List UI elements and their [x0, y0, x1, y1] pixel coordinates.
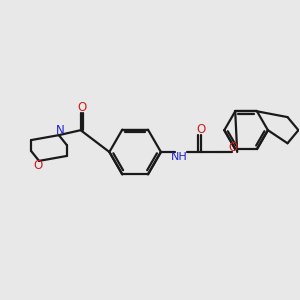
Text: O: O	[229, 140, 238, 154]
Text: NH: NH	[171, 152, 188, 162]
Text: O: O	[33, 159, 43, 172]
Text: O: O	[77, 101, 86, 114]
Text: O: O	[196, 123, 205, 136]
Text: N: N	[56, 124, 64, 137]
